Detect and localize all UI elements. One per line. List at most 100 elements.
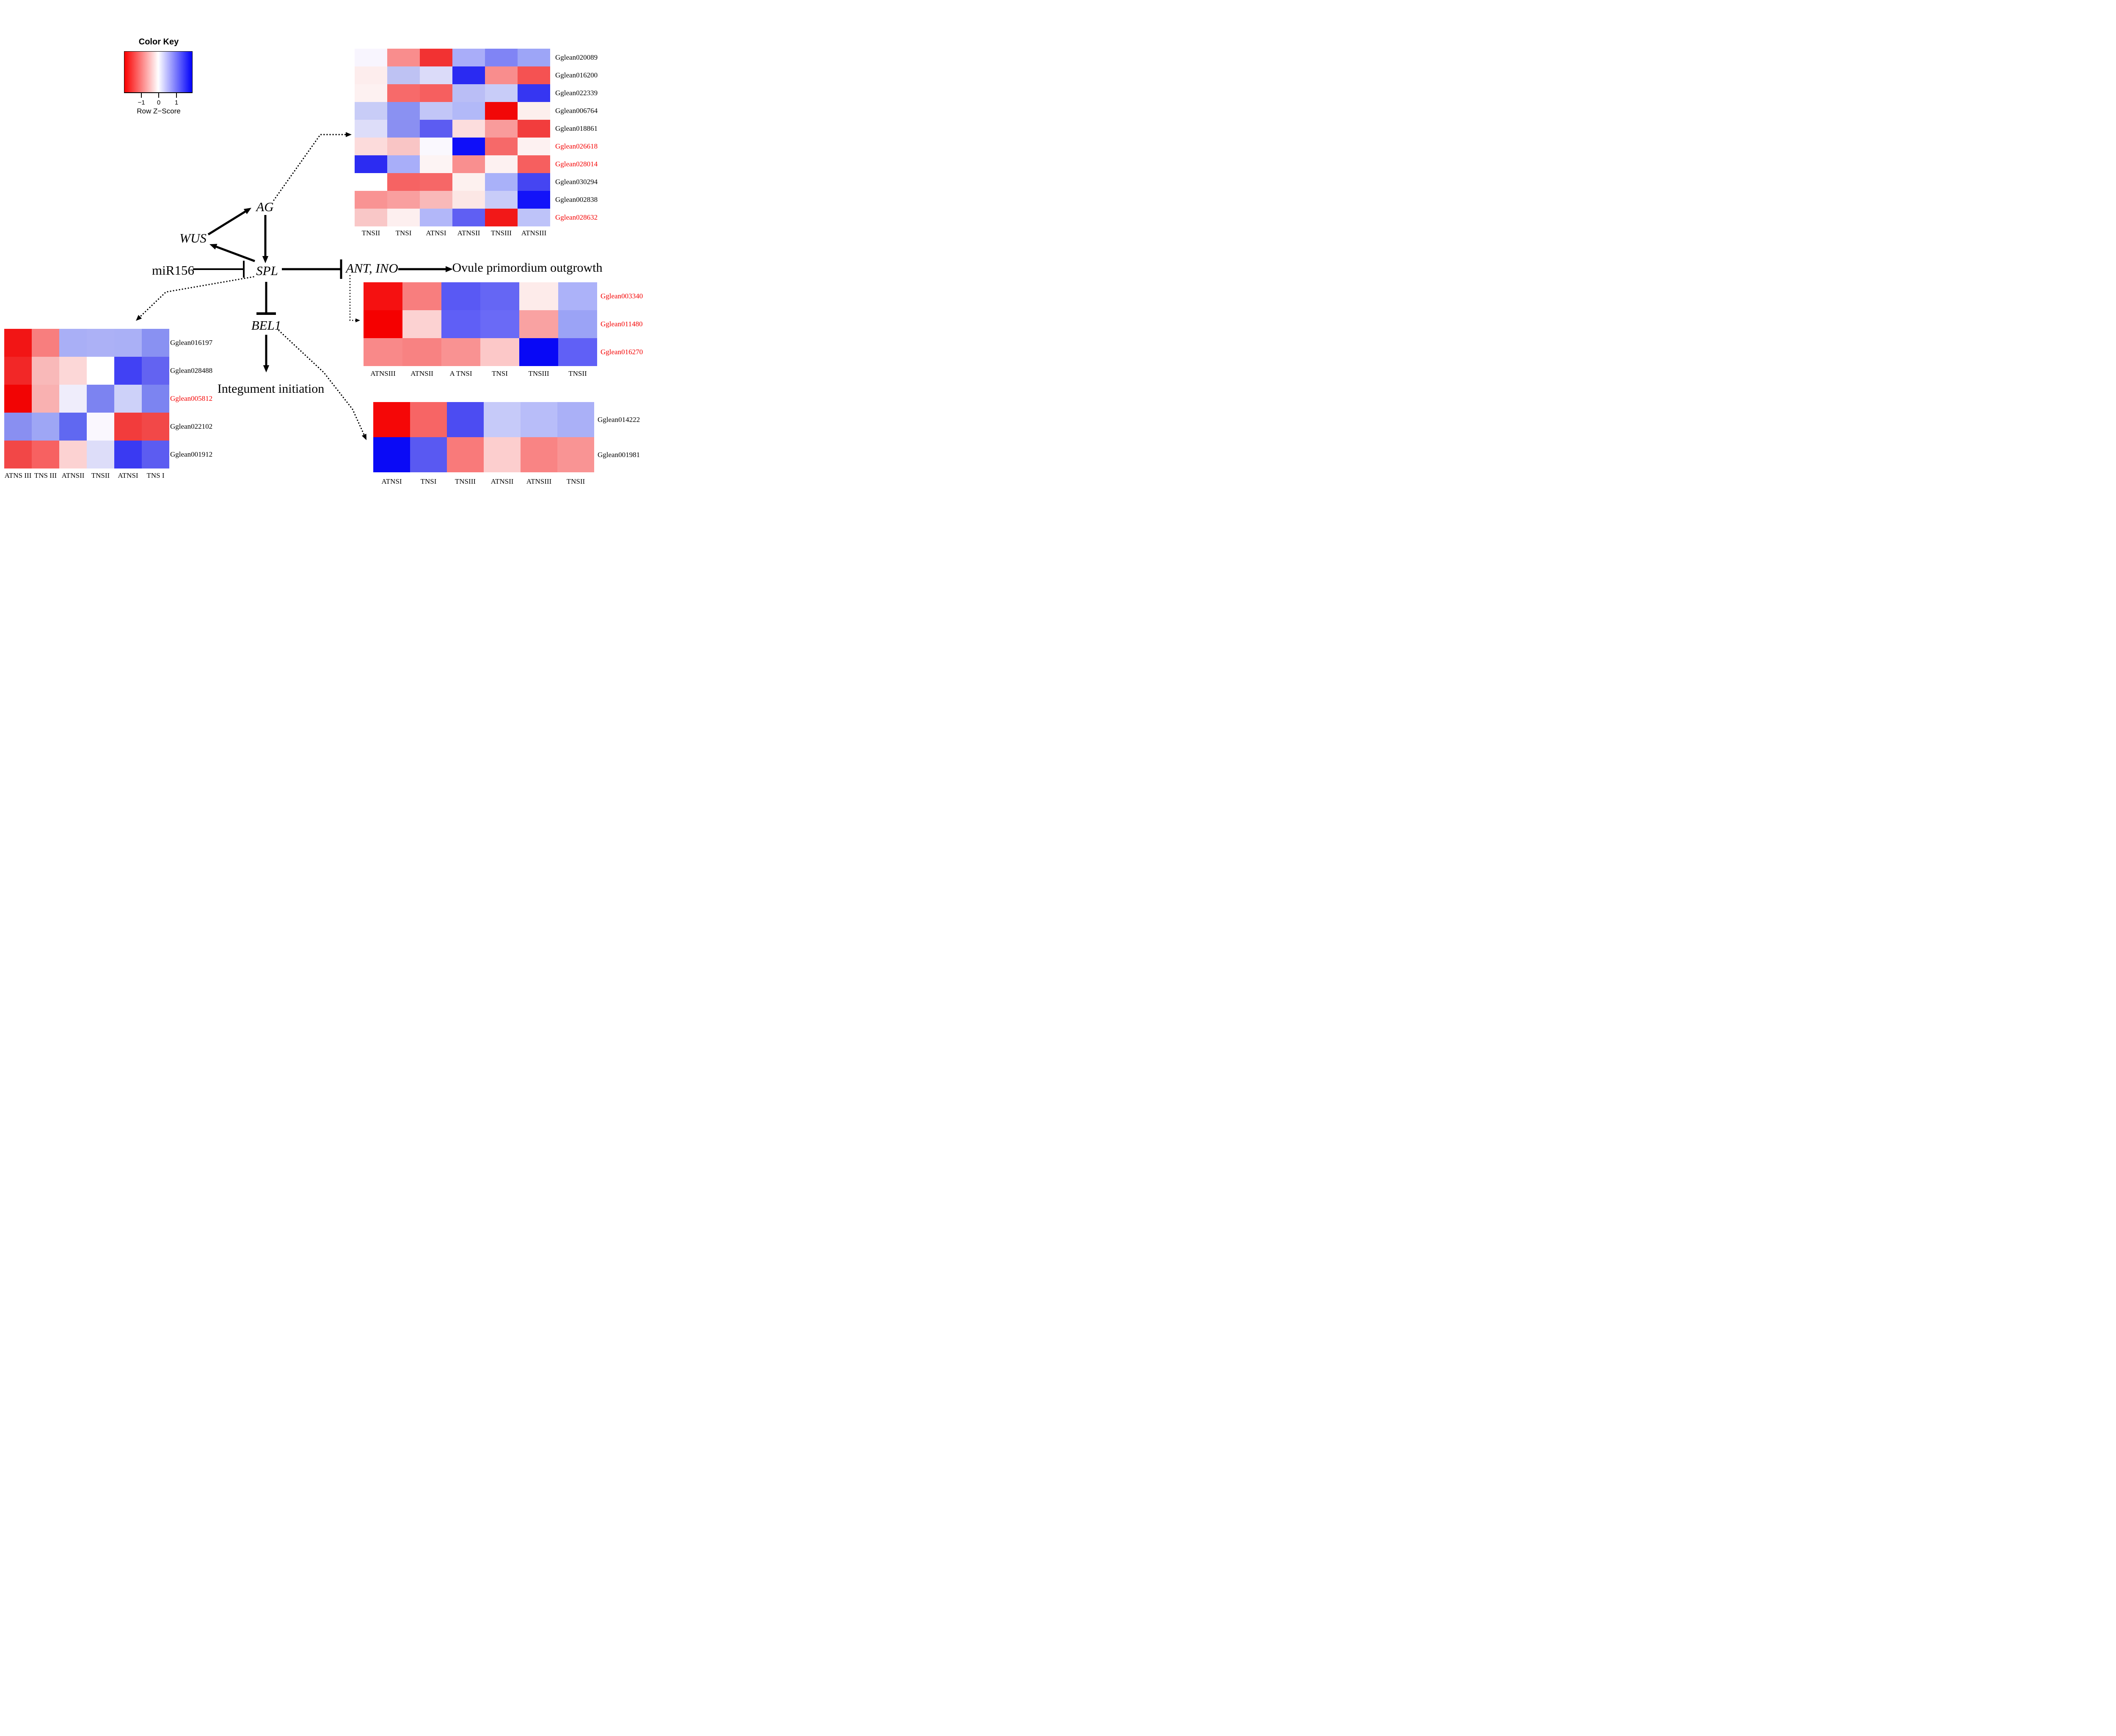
heatmap-column-label: TNSI [420,477,437,485]
heatmap-column-label: ATNSIII [526,477,552,485]
edge-ant-ino-target-genes-dashed [349,275,355,321]
heatmap-row-label: Gglean001912 [170,450,213,458]
heatmap-cell [452,155,485,173]
heatmap-column-label: ATNS III [4,471,32,479]
heatmap-cell [355,49,387,66]
arrowhead-bel1-activates-integument-initiation [263,365,270,372]
heatmap-column-label: TNS III [34,471,57,479]
heatmap-cell [373,437,410,472]
arrowhead-ag-to-spl [262,256,269,263]
heatmap-cell [452,209,485,226]
color-key-tick-label: 0 [157,99,161,106]
heatmap-row-label: Gglean002838 [555,196,598,204]
heatmap-column-label: TNS I [146,471,165,479]
heatmap-row-label: Gglean003340 [601,292,643,300]
heatmap-cell [518,66,550,84]
heatmap-column-label: TNSII [361,229,380,237]
heatmap-row-label: Gglean026618 [555,142,598,150]
heatmap-cell [59,441,87,468]
heatmap-cell [441,310,480,338]
heatmap-cell [4,329,32,357]
heatmap-row-label: Gglean016270 [601,348,643,356]
heatmap-cell [114,329,142,357]
heatmap-cell [420,191,452,209]
pathway-node-wus: WUS [179,231,207,245]
color-key-tick-label: −1 [138,99,145,106]
pathway-label-ovule-primordium-outgrowth: Ovule primordium outgrowth [452,261,603,275]
heatmap-cell [387,102,420,120]
heatmap-cell [410,402,447,437]
heatmap-cell [558,310,597,338]
heatmap-cell [485,84,518,102]
heatmap-column-label: ATNSII [457,229,480,237]
pathway-node-bel1: BEL1 [251,318,281,333]
color-key-tick-mark [176,93,177,98]
heatmap-cell [142,357,169,385]
heatmap-cell [485,191,518,209]
heatmap-cell [87,385,114,413]
heatmap-cell [4,413,32,441]
heatmap-cell [452,138,485,155]
heatmap-cell [452,66,485,84]
edge-spl-target-genes-dotted [139,276,254,317]
heatmap-column-label: TNSII [91,471,110,479]
heatmap-cell [452,120,485,138]
heatmap-cell [420,84,452,102]
heatmap-cell [364,338,402,366]
heatmap-cell [355,173,387,191]
heatmap-cell [59,385,87,413]
edge-wus-activates-ag [207,210,246,236]
heatmap-column-label: A TNSI [449,369,472,378]
heatmap-cell [485,102,518,120]
color-key-tick-label: 1 [174,99,179,106]
heatmap-row-label: Gglean028632 [555,213,598,221]
heatmap-cell [355,66,387,84]
heatmap-cell [484,402,521,437]
heatmap-row-label: Gglean028488 [170,366,213,375]
heatmap-cell [387,173,420,191]
heatmap-cell [485,173,518,191]
heatmap-cell [518,49,550,66]
color-key-axis-label: Row Z−Score [137,107,181,115]
heatmap-row-label: Gglean030294 [555,178,598,186]
heatmap-row-label: Gglean011480 [601,320,643,328]
color-key-title: Color Key [138,37,179,47]
heatmap-cell [452,49,485,66]
heatmap-column-label: ATNSII [490,477,514,485]
heatmap-cell [355,209,387,226]
heatmap-row-label: Gglean020089 [555,53,598,61]
heatmap-cell [364,310,402,338]
pathway-node-ag: AG [256,199,274,214]
heatmap-cell [59,357,87,385]
heatmap-cell [480,282,519,310]
heatmap-cell [485,49,518,66]
heatmap-cell [521,402,557,437]
heatmap-cell [364,282,402,310]
heatmap-cell [32,441,59,468]
heatmap-cell [518,209,550,226]
heatmap-row-label: Gglean006764 [555,107,598,115]
heatmap-cell [485,138,518,155]
heatmap-cell [420,49,452,66]
heatmap-cell [387,120,420,138]
heatmap-cell [402,338,441,366]
edge-spl-activates-wus [216,245,255,262]
heatmap-column-label: ATNSI [118,471,138,479]
heatmap-row-label: Gglean005812 [170,394,213,402]
heatmap-cell [32,329,59,357]
heatmap-cell [420,66,452,84]
heatmap-column-label: ATNSII [411,369,433,378]
heatmap-cell [485,209,518,226]
heatmap-cell [114,357,142,385]
heatmap-cell [518,102,550,120]
heatmap-cell [447,437,484,472]
heatmap-cell [518,138,550,155]
heatmap-cell [518,84,550,102]
heatmap-cell [59,329,87,357]
heatmap-cell [402,282,441,310]
heatmap-cell [387,155,420,173]
heatmap-cell [142,329,169,357]
heatmap-cell [402,310,441,338]
heatmap-cell [519,310,558,338]
heatmap-cell [355,155,387,173]
